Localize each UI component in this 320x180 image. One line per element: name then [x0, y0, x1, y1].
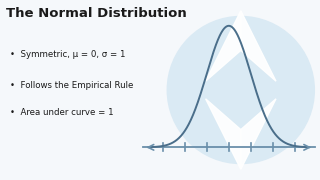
Circle shape	[169, 18, 313, 162]
Text: The Normal Distribution: The Normal Distribution	[6, 7, 187, 20]
Polygon shape	[241, 99, 276, 169]
Text: •  Area under curve = 1: • Area under curve = 1	[10, 108, 113, 117]
Polygon shape	[241, 11, 276, 81]
Polygon shape	[206, 11, 241, 81]
Text: •  Symmetric, μ = 0, σ = 1: • Symmetric, μ = 0, σ = 1	[10, 50, 125, 59]
Text: •  Follows the Empirical Rule: • Follows the Empirical Rule	[10, 81, 133, 90]
Polygon shape	[206, 99, 241, 169]
